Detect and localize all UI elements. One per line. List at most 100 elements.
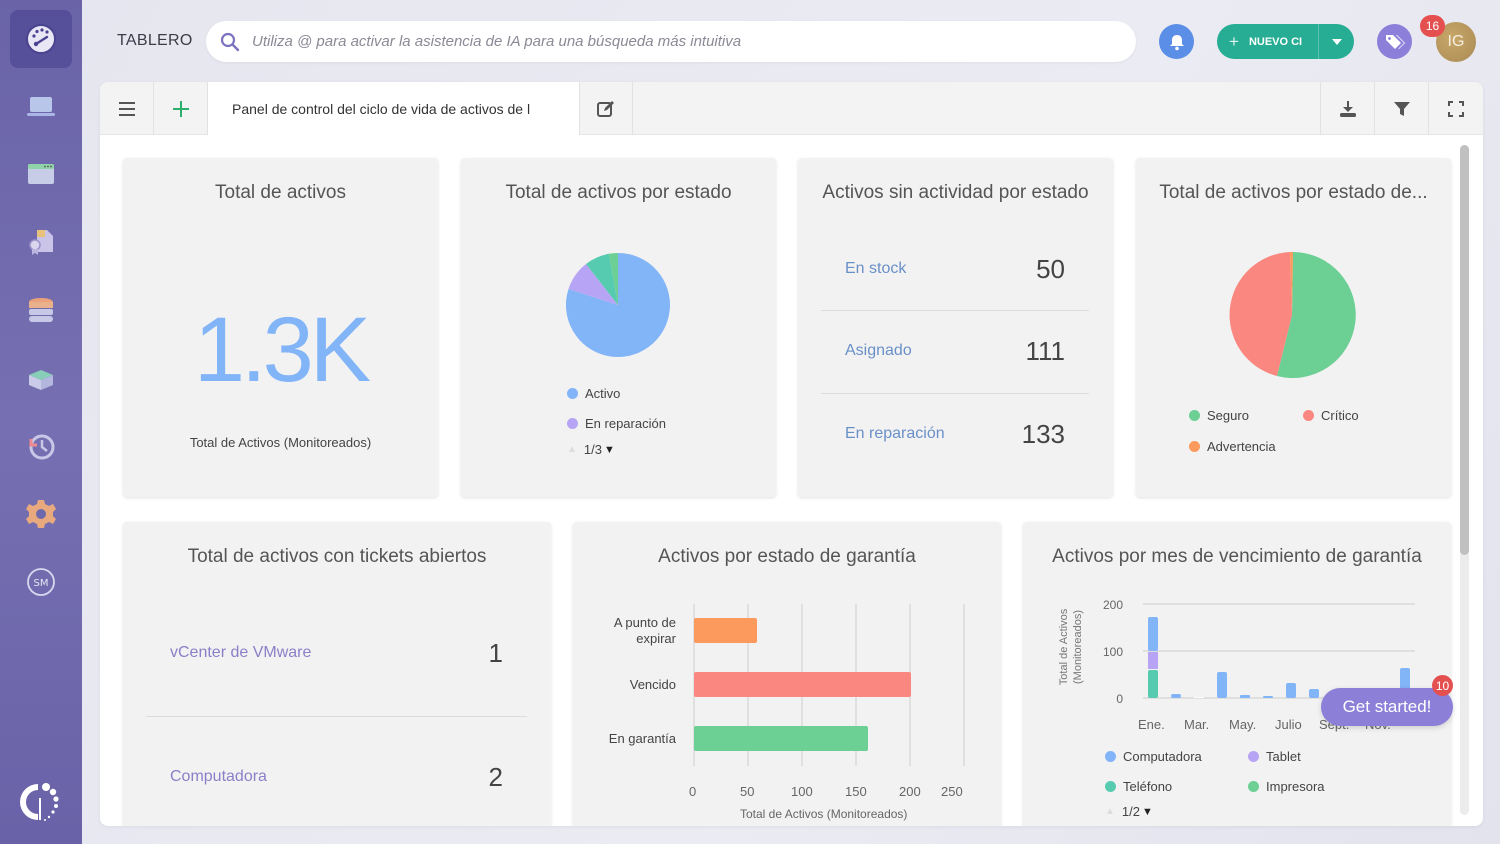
row-label[interactable]: vCenter de VMware <box>170 644 312 661</box>
edit-dashboard-button[interactable] <box>579 82 633 135</box>
menu-button[interactable] <box>100 82 154 135</box>
widget-title: Activos sin actividad por estado <box>822 182 1089 203</box>
total-subtitle: Total de Activos (Monitoreados) <box>189 435 372 450</box>
list-item[interactable]: vCenter de VMware 1 <box>146 612 527 694</box>
edit-icon <box>597 100 614 117</box>
get-started-button[interactable]: Get started! <box>1321 688 1453 726</box>
dashboard-toolbar: Panel de control del ciclo de vida de ac… <box>100 82 1483 136</box>
row-label[interactable]: Asignado <box>845 342 912 359</box>
row-label[interactable]: Computadora <box>170 768 267 785</box>
tick-label: 250 <box>941 784 963 799</box>
legend-item[interactable]: Computadora <box>1105 749 1202 764</box>
widget-title: Activos por mes de vencimiento de garant… <box>1052 546 1422 567</box>
plus-icon: + <box>1229 31 1239 51</box>
legend-label: En reparación <box>585 416 666 431</box>
legend-item[interactable]: Activo <box>567 386 620 401</box>
pager-text: 1/3 <box>583 442 602 457</box>
widget-assets-open-tickets: Total de activos con tickets abiertos vC… <box>123 522 551 826</box>
tick-label: Ene. <box>1138 717 1165 732</box>
sidebar-item-history[interactable] <box>10 417 72 475</box>
legend-item[interactable]: Tablet <box>1248 749 1301 764</box>
app-logo <box>20 783 59 821</box>
tab-dashboard[interactable]: Panel de control del ciclo de vida de ac… <box>208 82 579 136</box>
widget-title: Total de activos <box>215 182 346 203</box>
legend-item[interactable]: Seguro <box>1189 408 1249 423</box>
pager-text: 1/2 <box>1121 804 1140 819</box>
tick-label: 150 <box>845 784 867 799</box>
sidebar-item-browser[interactable] <box>10 145 72 203</box>
svg-text:100: 100 <box>1103 645 1123 659</box>
new-ci-main[interactable]: + NUEVO CI <box>1217 24 1319 59</box>
sidebar-item-packages[interactable] <box>10 349 72 407</box>
list-item[interactable]: En reparación 133 <box>821 393 1089 475</box>
legend-pager: ▲ 1/3 ▼ <box>567 442 615 457</box>
fullscreen-icon <box>1448 100 1464 117</box>
divider <box>821 310 1089 311</box>
divider <box>146 716 527 717</box>
plus-icon <box>172 100 189 117</box>
pager-up-icon[interactable]: ▲ <box>1105 806 1115 817</box>
legend-label: Computadora <box>1123 749 1202 764</box>
search-input[interactable] <box>252 33 1112 50</box>
tick-label: 100 <box>791 784 813 799</box>
notifications-button[interactable] <box>1159 24 1194 59</box>
pager-down-icon[interactable]: ▼ <box>603 443 615 456</box>
legend-item[interactable]: En reparación <box>567 416 666 431</box>
list-item[interactable]: En stock 50 <box>821 228 1089 310</box>
legend-item[interactable]: Crítico <box>1303 408 1359 423</box>
download-button[interactable] <box>1320 82 1374 135</box>
tags-button[interactable] <box>1377 24 1412 59</box>
sidebar-item-licenses[interactable] <box>10 213 72 271</box>
row-label[interactable]: En reparación <box>845 425 945 442</box>
caret-down-icon <box>1331 38 1342 45</box>
dashboard-panel: Panel de control del ciclo de vida de ac… <box>100 82 1483 826</box>
bar-chart-warranty[interactable] <box>573 522 1001 826</box>
fullscreen-button[interactable] <box>1428 82 1483 135</box>
legend-item[interactable]: Advertencia <box>1189 439 1276 454</box>
category-label: En garantía <box>608 731 676 746</box>
legend-dot <box>567 418 578 429</box>
x-axis-title: Total de Activos (Monitoreados) <box>740 807 908 821</box>
legend-dot <box>1248 781 1259 792</box>
new-ci-dropdown[interactable] <box>1319 38 1354 46</box>
new-ci-button[interactable]: + NUEVO CI <box>1217 24 1354 59</box>
sidebar-item-sm[interactable]: SM <box>10 553 72 611</box>
row-label[interactable]: En stock <box>845 260 907 277</box>
widget-title: Total de activos por estado de... <box>1159 182 1428 203</box>
total-value[interactable]: 1.3K <box>193 299 371 401</box>
sidebar-item-dashboard[interactable] <box>10 10 72 68</box>
legend-pager: ▲ 1/2 ▼ <box>1105 804 1153 819</box>
legend-dot <box>1189 441 1200 452</box>
tick-label: May. <box>1229 717 1257 732</box>
tick-label: 50 <box>740 784 755 799</box>
sidebar-item-assets[interactable] <box>10 77 72 135</box>
sm-circle-icon: SM <box>27 568 55 596</box>
row-value: 133 <box>1021 418 1065 449</box>
sidebar-item-cmdb[interactable] <box>10 281 72 339</box>
add-dashboard-button[interactable] <box>154 82 208 135</box>
legend-label: Teléfono <box>1123 779 1173 794</box>
browser-window-icon <box>28 164 54 184</box>
widget-inactive-by-state: Activos sin actividad por estado En stoc… <box>798 158 1113 497</box>
legend-item[interactable]: Teléfono <box>1105 779 1172 794</box>
legend-item[interactable]: Impresora <box>1248 779 1325 794</box>
scrollbar-thumb[interactable] <box>1460 145 1469 555</box>
list-item[interactable]: Asignado 111 <box>821 310 1089 392</box>
legend-label: Seguro <box>1207 408 1249 423</box>
search-bar[interactable] <box>206 21 1136 62</box>
certificate-document-icon <box>29 230 53 255</box>
pie-chart-by-health[interactable] <box>1228 251 1356 379</box>
new-ci-label: NUEVO CI <box>1248 35 1303 48</box>
tick-label: 200 <box>899 784 921 799</box>
sidebar-item-settings[interactable] <box>10 485 72 543</box>
gauge-icon <box>26 24 56 54</box>
filter-button[interactable] <box>1374 82 1428 135</box>
stacked-bar-chart-expiry[interactable]: 200 100 0 <box>1023 522 1451 826</box>
notification-count-badge: 16 <box>1420 15 1445 37</box>
widget-warranty-expiry-month: Activos por mes de vencimiento de garant… <box>1023 522 1451 826</box>
download-icon <box>1339 100 1356 117</box>
pager-up-icon[interactable]: ▲ <box>567 444 577 455</box>
pager-down-icon[interactable]: ▼ <box>1141 805 1153 818</box>
list-item[interactable]: Computadora 2 <box>146 736 527 818</box>
pie-chart-by-state[interactable] <box>565 252 671 358</box>
